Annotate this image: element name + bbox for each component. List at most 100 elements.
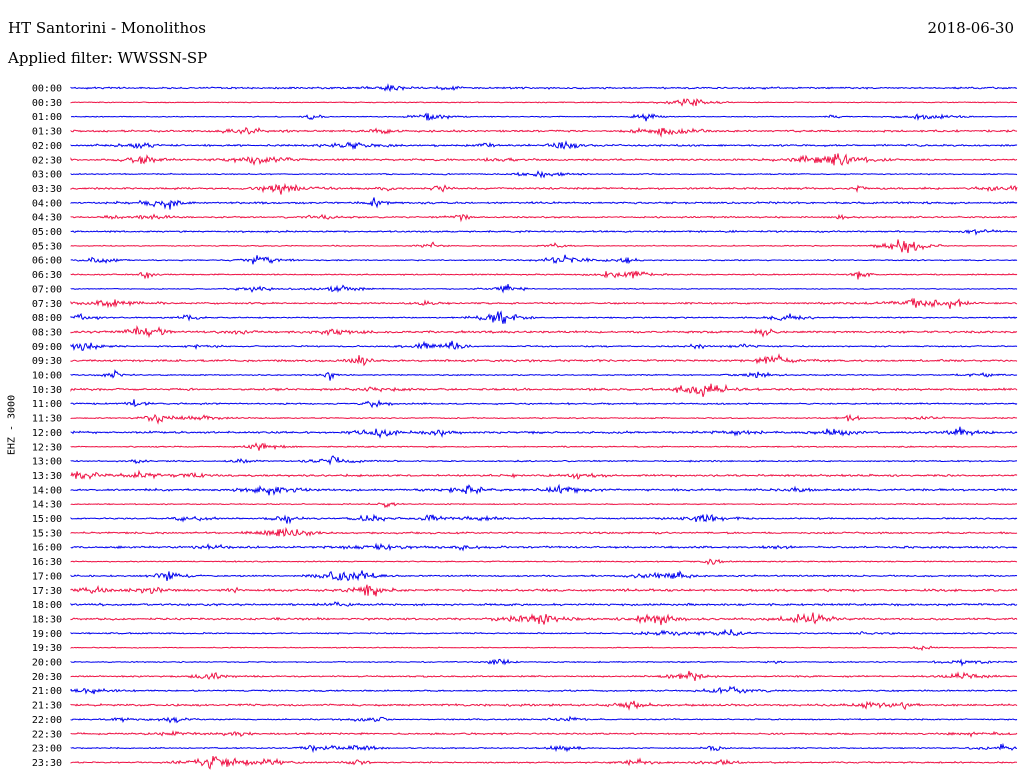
trace-row [70,584,1018,597]
time-label: 23:00 [32,744,62,755]
time-label: 11:00 [32,399,62,410]
time-label: 04:00 [32,198,62,209]
time-label: 22:00 [32,715,62,726]
trace-row [70,126,1018,138]
time-label: 06:30 [32,270,62,281]
time-label: 00:00 [32,84,62,95]
trace-row [70,182,1018,195]
time-label: 09:00 [32,342,62,353]
time-label: 16:00 [32,543,62,554]
trace-row [70,98,1017,107]
trace-row [70,413,1018,425]
time-label: 05:00 [32,227,62,238]
time-label: 17:30 [32,586,62,597]
trace-row [70,730,1018,738]
time-label: 19:00 [32,629,62,640]
time-label: 10:30 [32,385,62,396]
trace-row [70,310,1018,324]
trace-row [70,469,1018,480]
trace-row [70,526,1018,537]
time-label: 22:30 [32,729,62,740]
time-label: 14:00 [32,485,62,496]
station-title: HT Santorini - Monolithos [8,19,206,37]
time-label: 13:00 [32,457,62,468]
trace-row [70,756,1018,770]
time-label: 08:30 [32,327,62,338]
time-label: 11:30 [32,414,62,425]
trace-row [70,700,1018,711]
trace-row [70,239,1018,254]
trace-row [70,612,1018,626]
time-label: 02:30 [32,155,62,166]
time-label: 01:30 [32,127,62,138]
time-label: 18:00 [32,600,62,611]
trace-row [70,501,1018,509]
time-label: 20:00 [32,658,62,669]
trace-row [70,340,1018,351]
trace-row [70,426,1018,439]
time-label: 05:30 [32,241,62,252]
time-label: 03:00 [32,170,62,181]
time-label: 21:30 [32,701,62,712]
trace-row [70,383,1018,397]
trace-row [70,153,1018,166]
time-label: 06:00 [32,256,62,267]
trace-row [70,297,1018,309]
trace-row [70,685,1018,695]
trace-row [70,742,1018,754]
trace-row [70,112,1018,122]
trace-row [70,455,1018,466]
time-label: 07:30 [32,299,62,310]
trace-row [70,442,1018,451]
time-label: 17:00 [32,571,62,582]
trace-row [70,399,1018,409]
trace-row [70,229,1018,236]
trace-row [70,715,1018,724]
time-label: 01:00 [32,112,62,123]
time-label: 15:30 [32,528,62,539]
date-label: 2018-06-30 [927,19,1014,37]
time-label: 02:00 [32,141,62,152]
trace-row [70,645,1018,652]
trace-row [70,284,1018,294]
trace-row [70,658,1018,667]
time-label: 09:30 [32,356,62,367]
time-label: 14:30 [32,500,62,511]
trace-row [70,170,1018,179]
trace-row [70,324,1018,339]
time-label: 10:00 [32,371,62,382]
time-label: 12:30 [32,442,62,453]
trace-row [70,601,1018,607]
trace-row [70,197,1018,210]
trace-row [70,483,1018,496]
trace-row [70,353,1018,367]
trace-row [70,83,1018,93]
trace-row [70,542,1018,552]
trace-row [70,513,1018,525]
time-label: 16:30 [32,557,62,568]
trace-row [70,670,1018,682]
time-label: 00:30 [32,98,62,109]
time-label: 19:30 [32,643,62,654]
time-label: 18:30 [32,614,62,625]
time-label: 03:30 [32,184,62,195]
time-label: 13:30 [32,471,62,482]
time-label: 20:30 [32,672,62,683]
trace-row [70,270,1018,280]
filter-label: Applied filter: WWSSN-SP [8,49,208,67]
trace-row [70,558,1018,566]
time-label: 07:00 [32,284,62,295]
time-label: 23:30 [32,758,62,769]
time-label: 04:30 [32,213,62,224]
trace-row [70,213,1017,223]
time-label: 21:00 [32,686,62,697]
trace-row [70,369,1018,381]
trace-row [70,570,1018,582]
time-label: 12:00 [32,428,62,439]
time-label: 15:00 [32,514,62,525]
trace-row [70,254,1018,265]
trace-row [70,140,1018,150]
time-label: 08:00 [32,313,62,324]
trace-row [70,628,1018,637]
